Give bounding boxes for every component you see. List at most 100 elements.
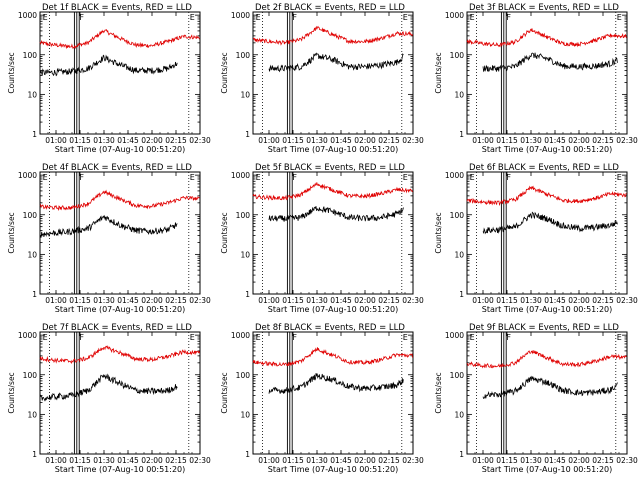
x-tick-label: 01:45 [330, 136, 352, 145]
x-tick-label: 01:15 [496, 456, 518, 465]
y-axis-label: Counts/sec [434, 372, 443, 413]
marker-label: E [403, 173, 408, 182]
x-tick-label: 01:15 [496, 296, 518, 305]
y-tick-label: 1000 [231, 11, 250, 20]
x-tick-label: 02:00 [141, 136, 163, 145]
events-series-line [268, 206, 404, 222]
x-tick-label: 01:00 [45, 136, 67, 145]
lld-series-line [39, 29, 200, 50]
x-tick-label: 01:00 [472, 136, 494, 145]
x-tick-label: 01:15 [69, 296, 91, 305]
x-tick-label: 01:45 [117, 136, 139, 145]
y-tick-label: 1 [245, 450, 250, 459]
x-tick-label: 02:00 [568, 296, 590, 305]
y-tick-label: 100 [450, 371, 465, 380]
y-tick-label: 10 [454, 250, 464, 259]
x-tick-label: 02:30 [189, 456, 211, 465]
x-tick-label: 02:30 [402, 136, 424, 145]
x-tick-label: 01:30 [93, 296, 115, 305]
marker-label: E [256, 333, 261, 342]
marker-label: E [190, 13, 195, 22]
lld-series-line [252, 347, 413, 367]
y-tick-label: 1000 [18, 331, 37, 340]
events-series-line [268, 373, 404, 394]
detector-panel-4: Det 4f BLACK = Events, RED = LLD 1 10 100 10… [7, 163, 211, 314]
lld-series-line [466, 185, 627, 206]
detector-panel-2: Det 2f BLACK = Events, RED = LLD 1 10 100 10… [220, 3, 424, 154]
y-tick-label: 100 [236, 51, 251, 60]
lld-series-line [252, 182, 413, 201]
lld-series-line [39, 345, 200, 365]
marker-label: E [256, 173, 261, 182]
x-tick-label: 01:30 [306, 136, 328, 145]
y-axis-label: Counts/sec [434, 52, 443, 93]
x-tick-label: 02:30 [189, 296, 211, 305]
x-axis-label: Start Time (07-Aug-10 00:51:20) [482, 465, 613, 474]
y-tick-label: 1 [459, 450, 464, 459]
y-tick-label: 1 [32, 130, 37, 139]
x-tick-label: 01:45 [117, 296, 139, 305]
lld-series-line [466, 350, 627, 369]
x-tick-label: 01:15 [282, 136, 304, 145]
marker-label: E [43, 173, 48, 182]
y-axis-label: Counts/sec [220, 52, 229, 93]
marker-label: E [43, 13, 48, 22]
marker-label: E [617, 173, 622, 182]
marker-label: F [79, 13, 84, 22]
marker-label: E [190, 173, 195, 182]
y-tick-label: 1 [32, 290, 37, 299]
marker-label: E [190, 333, 195, 342]
y-tick-label: 100 [236, 211, 251, 220]
marker-label: E [617, 13, 622, 22]
panel-title: Det 3f BLACK = Events, RED = LLD [469, 3, 619, 13]
panel-title: Det 1f BLACK = Events, RED = LLD [42, 3, 192, 13]
x-tick-label: 01:45 [544, 456, 566, 465]
x-tick-label: 01:45 [330, 456, 352, 465]
x-tick-label: 02:15 [378, 456, 400, 465]
y-axis-label: Counts/sec [7, 212, 16, 253]
x-tick-label: 02:15 [592, 296, 614, 305]
y-tick-label: 1000 [231, 331, 250, 340]
detector-panel-7: Det 7f BLACK = Events, RED = LLD 1 10 100 10… [7, 323, 211, 474]
marker-label: E [403, 13, 408, 22]
y-tick-label: 1 [459, 290, 464, 299]
plot-frame [39, 171, 201, 295]
plot-frame [39, 11, 201, 135]
x-tick-label: 02:30 [402, 456, 424, 465]
x-tick-label: 01:45 [117, 456, 139, 465]
y-tick-label: 10 [27, 410, 37, 419]
y-tick-label: 100 [23, 211, 38, 220]
y-tick-label: 100 [450, 51, 465, 60]
x-axis-label: Start Time (07-Aug-10 00:51:20) [268, 465, 399, 474]
x-axis-label: Start Time (07-Aug-10 00:51:20) [55, 465, 186, 474]
events-series-line [482, 52, 618, 73]
panel-title: Det 5f BLACK = Events, RED = LLD [255, 163, 405, 173]
x-tick-label: 02:15 [592, 456, 614, 465]
marker-label: F [506, 173, 511, 182]
y-axis-label: Counts/sec [434, 212, 443, 253]
x-axis-label: Start Time (07-Aug-10 00:51:20) [55, 305, 186, 314]
panel-title: Det 9f BLACK = Events, RED = LLD [469, 323, 619, 333]
detector-panel-5: Det 5f BLACK = Events, RED = LLD 1 10 100 10… [220, 163, 424, 314]
x-tick-label: 02:00 [354, 136, 376, 145]
x-tick-label: 01:15 [496, 136, 518, 145]
x-tick-label: 02:00 [141, 456, 163, 465]
detector-panel-1: Det 1f BLACK = Events, RED = LLD 1 10 100 10… [7, 3, 211, 154]
y-tick-label: 10 [454, 410, 464, 419]
marker-label: F [506, 333, 511, 342]
x-tick-label: 02:15 [378, 136, 400, 145]
events-series-line [39, 214, 178, 238]
x-tick-label: 02:30 [189, 136, 211, 145]
y-tick-label: 1000 [445, 331, 464, 340]
panel-title: Det 4f BLACK = Events, RED = LLD [42, 163, 192, 173]
detector-panel-3: Det 3f BLACK = Events, RED = LLD 1 10 100 10… [434, 3, 638, 154]
detector-panel-9: Det 9f BLACK = Events, RED = LLD 1 10 100 10… [434, 323, 638, 474]
x-tick-label: 02:30 [616, 136, 638, 145]
y-tick-label: 10 [240, 90, 250, 99]
y-tick-label: 1 [32, 450, 37, 459]
x-tick-label: 01:15 [69, 136, 91, 145]
plot-frame [252, 331, 414, 455]
events-series-line [268, 52, 404, 73]
